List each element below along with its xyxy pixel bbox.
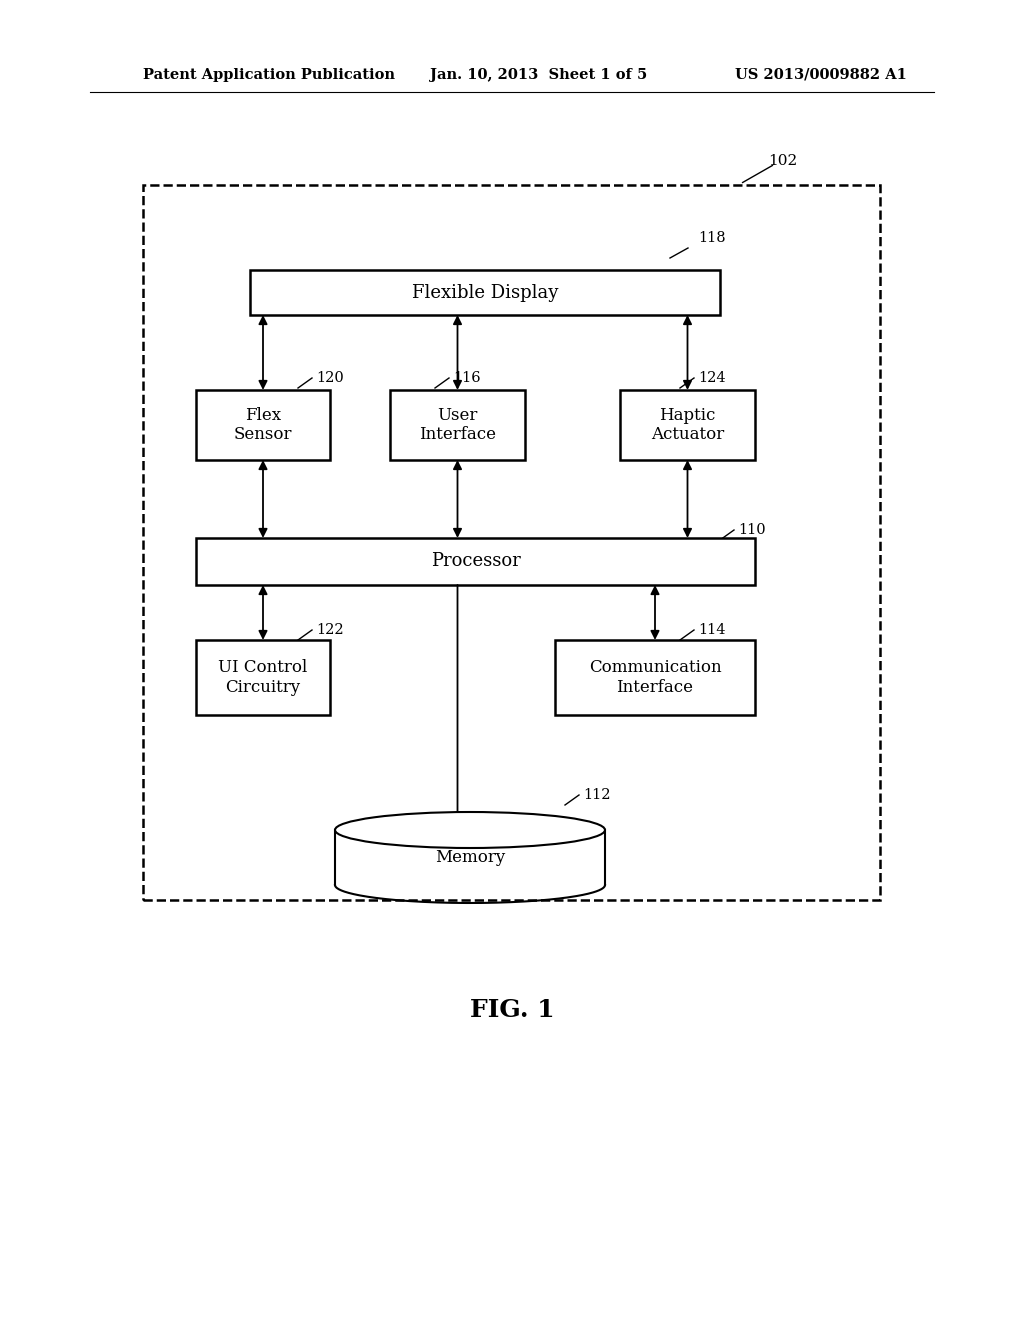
Bar — [196, 539, 755, 585]
Text: 102: 102 — [768, 154, 798, 168]
Text: 116: 116 — [453, 371, 480, 385]
Text: Jan. 10, 2013  Sheet 1 of 5: Jan. 10, 2013 Sheet 1 of 5 — [430, 69, 647, 82]
Text: 112: 112 — [583, 788, 610, 803]
Bar — [390, 389, 525, 459]
Text: Processor: Processor — [431, 553, 520, 570]
Text: Communication
Interface: Communication Interface — [589, 659, 721, 696]
Text: 120: 120 — [316, 371, 344, 385]
Text: 118: 118 — [698, 231, 726, 246]
Text: Flexible Display: Flexible Display — [412, 284, 558, 301]
Text: User
Interface: User Interface — [419, 407, 496, 444]
Text: Memory: Memory — [435, 849, 505, 866]
Bar — [335, 830, 605, 884]
Text: 114: 114 — [698, 623, 725, 638]
Text: 122: 122 — [316, 623, 344, 638]
Text: 110: 110 — [738, 523, 766, 537]
Bar — [143, 185, 880, 900]
Bar — [620, 389, 755, 459]
Text: Haptic
Actuator: Haptic Actuator — [651, 407, 724, 444]
Text: FIG. 1: FIG. 1 — [470, 998, 554, 1022]
Bar — [196, 640, 330, 715]
Bar — [555, 640, 755, 715]
Bar — [196, 389, 330, 459]
Ellipse shape — [335, 812, 605, 847]
Bar — [250, 271, 720, 315]
Text: UI Control
Circuitry: UI Control Circuitry — [218, 659, 307, 696]
Text: 124: 124 — [698, 371, 726, 385]
Text: Flex
Sensor: Flex Sensor — [233, 407, 292, 444]
Text: US 2013/0009882 A1: US 2013/0009882 A1 — [735, 69, 907, 82]
Text: Patent Application Publication: Patent Application Publication — [143, 69, 395, 82]
